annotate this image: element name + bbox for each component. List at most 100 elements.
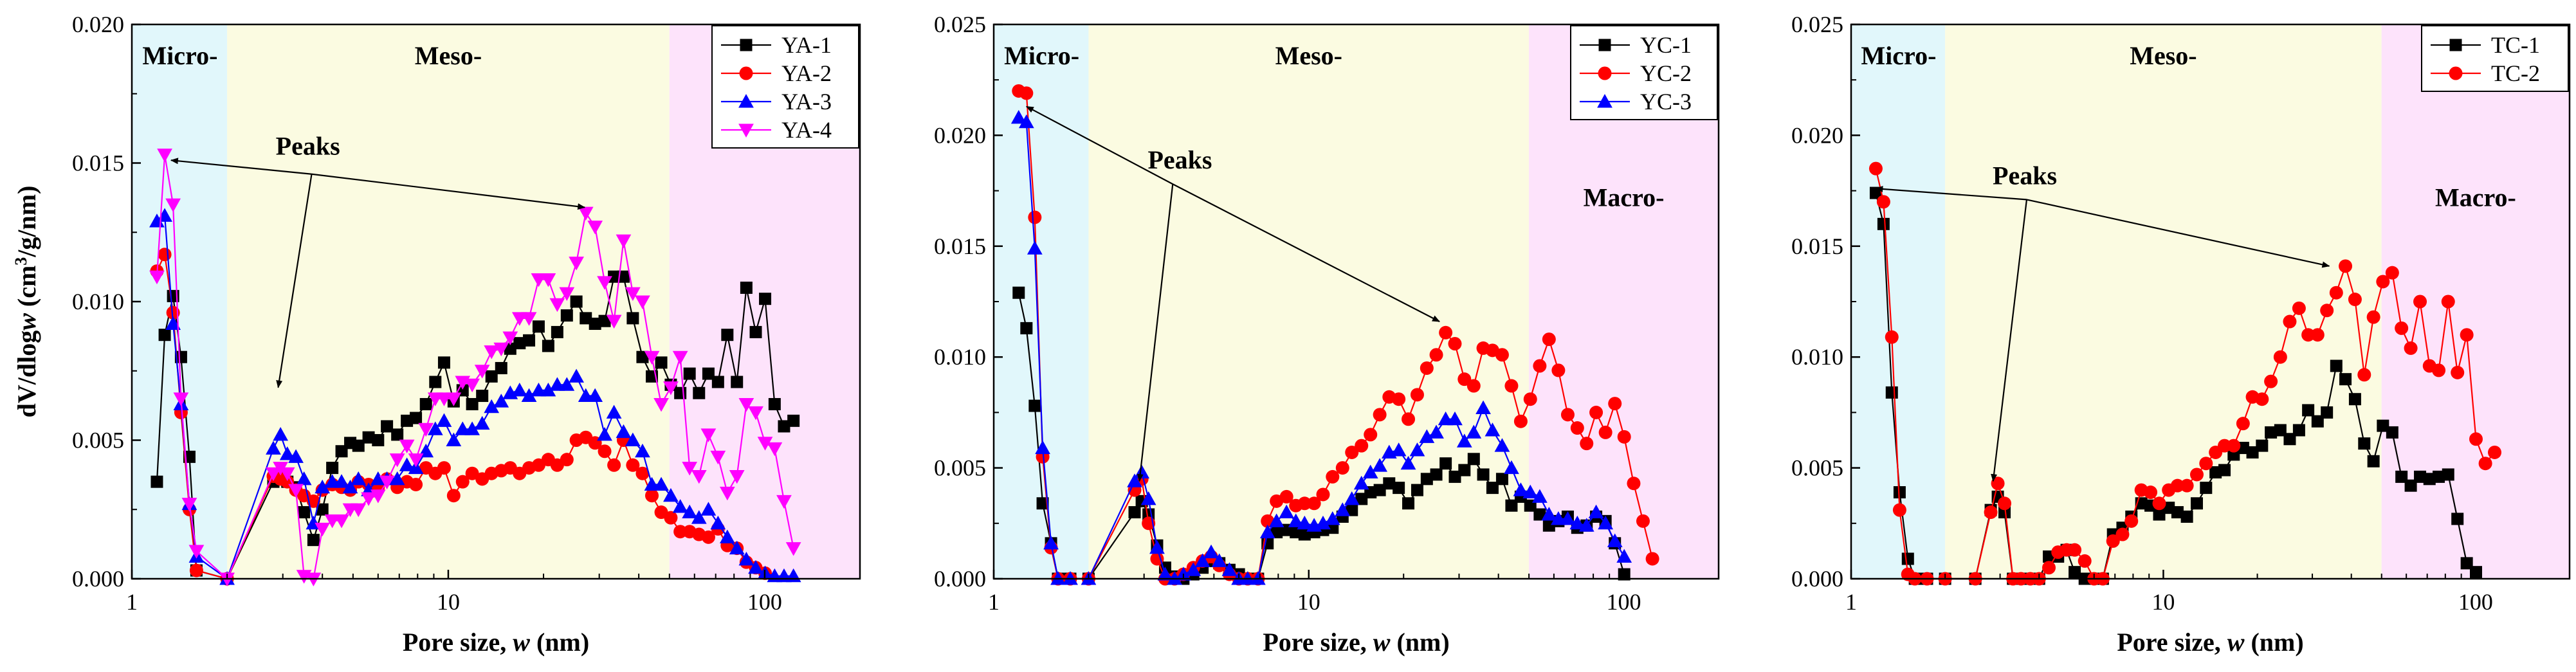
data-point xyxy=(672,350,688,365)
peaks-arrow xyxy=(276,174,313,388)
y-tick-label: 0.000 xyxy=(72,566,124,592)
data-point xyxy=(2339,259,2353,273)
data-point xyxy=(1364,428,1378,442)
data-point xyxy=(608,270,621,283)
data-point xyxy=(381,420,394,433)
data-point xyxy=(1018,114,1034,129)
data-point xyxy=(1542,519,1555,532)
data-point xyxy=(2301,328,2316,342)
data-point xyxy=(2358,437,2371,450)
data-point xyxy=(181,498,197,512)
data-point xyxy=(1420,361,1434,375)
data-point xyxy=(560,453,574,467)
data-point xyxy=(1335,461,1349,475)
data-point xyxy=(485,370,498,383)
data-point xyxy=(1393,482,1405,495)
data-point xyxy=(1636,514,1650,528)
data-point xyxy=(1128,506,1141,519)
data-point xyxy=(1297,515,1313,530)
data-point xyxy=(379,475,395,490)
data-point xyxy=(464,378,480,393)
data-point xyxy=(569,368,584,383)
data-point xyxy=(351,471,367,486)
data-point xyxy=(721,329,734,341)
data-point xyxy=(1457,372,1472,386)
data-point xyxy=(1140,491,1156,505)
y-axis-title-mid: (cm xyxy=(12,266,41,313)
data-point xyxy=(731,376,744,388)
data-point xyxy=(521,312,537,326)
legend-label: YA-4 xyxy=(781,117,832,143)
data-point xyxy=(1560,408,1575,422)
data-point xyxy=(1494,438,1510,452)
data-point xyxy=(1984,505,1998,520)
data-point xyxy=(334,474,349,488)
y-tick-label: 0.000 xyxy=(934,566,986,592)
data-point xyxy=(165,198,181,213)
data-point xyxy=(1627,477,1641,491)
data-point xyxy=(1020,322,1033,334)
data-point xyxy=(149,270,165,285)
data-point xyxy=(2273,350,2287,364)
data-point xyxy=(173,392,189,406)
data-point xyxy=(1411,484,1423,496)
data-point xyxy=(598,314,611,327)
data-point xyxy=(1533,508,1546,521)
data-point xyxy=(1608,397,1622,411)
y-tick-label: 0.020 xyxy=(1791,122,1843,148)
region-meso xyxy=(1088,24,1530,579)
data-point xyxy=(532,320,545,333)
peaks-arrow xyxy=(1875,185,2027,201)
data-point xyxy=(307,534,320,547)
data-point xyxy=(1419,429,1435,443)
data-point xyxy=(2264,374,2278,388)
data-point xyxy=(2469,432,2483,446)
data-point xyxy=(1475,400,1491,415)
data-point xyxy=(1355,439,1369,453)
data-point xyxy=(700,428,717,442)
legend-marker xyxy=(1598,39,1611,51)
data-point xyxy=(1127,473,1142,487)
data-point xyxy=(151,475,163,488)
micro-label: Micro- xyxy=(1004,41,1079,70)
data-point xyxy=(759,293,772,305)
peaks-arrow xyxy=(1991,199,2028,482)
data-point xyxy=(655,356,668,369)
data-point xyxy=(672,499,688,513)
data-point xyxy=(2190,497,2203,510)
series-tc-2 xyxy=(1868,161,2502,586)
data-point xyxy=(1036,497,1049,510)
data-point xyxy=(2451,365,2465,379)
peaks-label: Peaks xyxy=(276,132,340,161)
data-point xyxy=(279,467,295,482)
data-point xyxy=(1279,489,1293,504)
data-point xyxy=(711,376,724,388)
data-point xyxy=(1448,337,1462,351)
data-point xyxy=(2218,464,2231,477)
data-point xyxy=(551,325,563,338)
data-point xyxy=(174,350,187,363)
data-point xyxy=(607,458,621,472)
data-point xyxy=(587,388,603,403)
data-point xyxy=(2189,468,2204,482)
data-point xyxy=(189,563,203,577)
data-point xyxy=(616,234,632,249)
data-point xyxy=(785,542,801,556)
data-point xyxy=(436,413,452,427)
x-axis-title-pre: Pore size, xyxy=(2117,628,2227,657)
x-tick-label: 100 xyxy=(2458,589,2493,615)
data-point xyxy=(2180,478,2194,493)
data-point xyxy=(1373,408,1387,422)
data-point xyxy=(606,404,622,419)
data-point xyxy=(1279,504,1295,519)
data-point xyxy=(1392,392,1406,406)
data-point xyxy=(767,442,783,457)
data-point xyxy=(1019,86,1034,100)
data-point xyxy=(598,444,612,459)
data-point xyxy=(1429,424,1444,439)
y-tick-label: 0.015 xyxy=(72,150,124,176)
data-point xyxy=(429,376,442,388)
data-point xyxy=(1448,470,1461,483)
data-point xyxy=(645,489,659,503)
y-tick-label: 0.010 xyxy=(72,289,124,314)
